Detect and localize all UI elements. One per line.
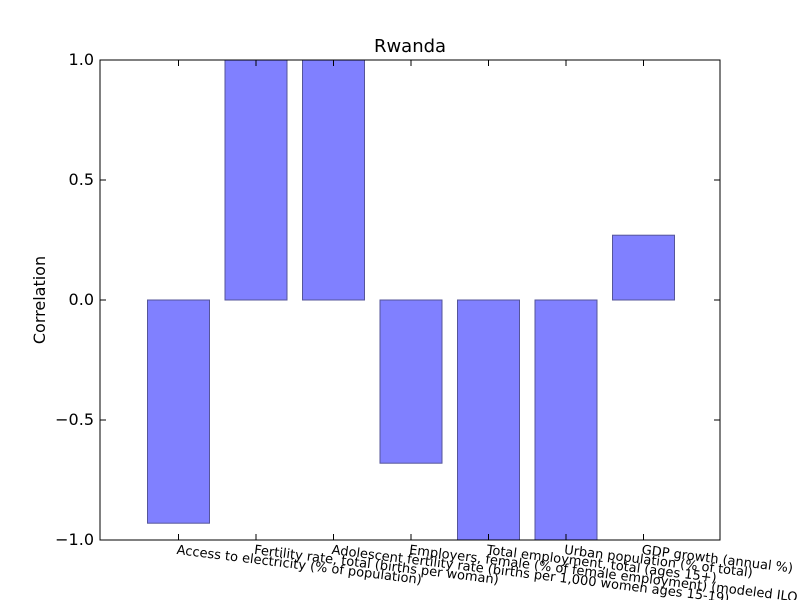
y-tick-label: 0.0 [69, 290, 94, 309]
y-axis: 1.0 0.5 0.0 −0.5 −1.0 [55, 50, 720, 549]
y-tick-label: −1.0 [55, 530, 94, 549]
y-tick-label: 0.5 [69, 170, 94, 189]
y-tick-label: 1.0 [69, 50, 94, 69]
bar-5 [457, 299, 520, 541]
bar-4 [379, 299, 443, 464]
bar-2 [224, 59, 288, 301]
y-tick-label: −0.5 [55, 410, 94, 429]
bar-7 [612, 234, 675, 301]
bars-group [147, 59, 675, 541]
chart-title: Rwanda [374, 36, 446, 57]
bar-3 [302, 59, 365, 301]
bar-1 [147, 299, 210, 524]
bar-6 [534, 299, 598, 541]
y-axis-label: Correlation [30, 256, 49, 344]
